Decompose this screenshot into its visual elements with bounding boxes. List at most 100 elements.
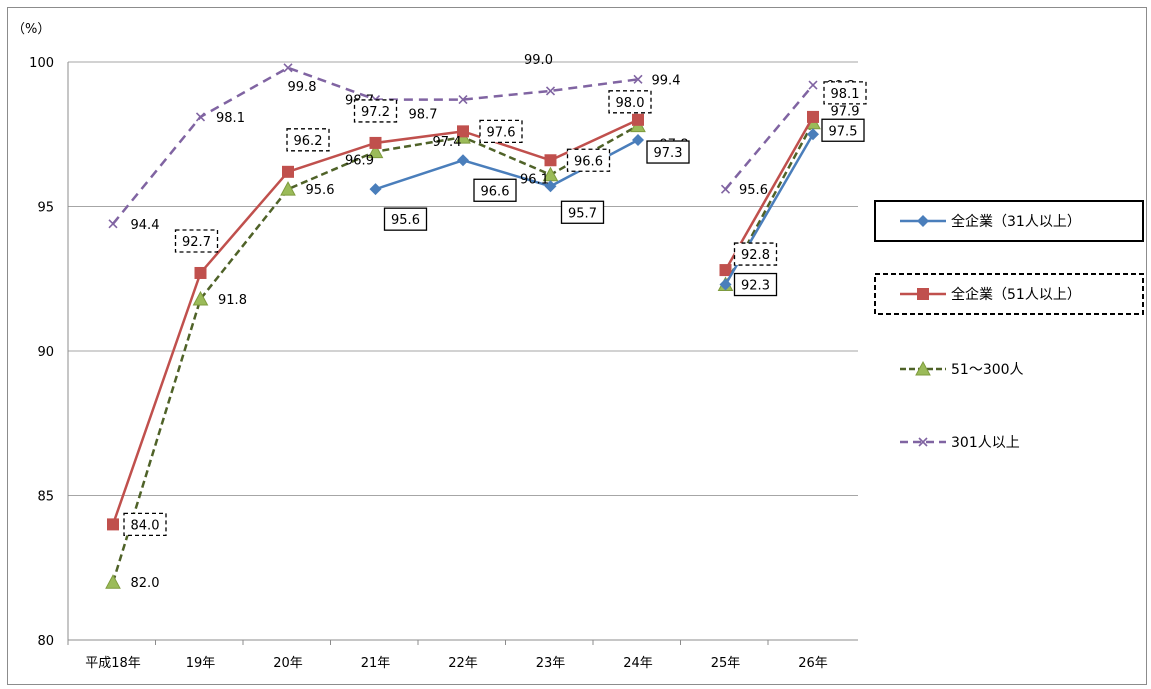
- data-label-box: [123, 512, 167, 537]
- data-label-text: 82.0: [131, 576, 160, 591]
- data-label-box: [383, 207, 428, 231]
- data-point: [719, 278, 732, 291]
- data-label-box: [566, 148, 611, 172]
- data-label-box: [174, 229, 219, 253]
- data-label-text: 98.1: [216, 111, 245, 126]
- data-label-box: [733, 242, 778, 266]
- data-label: 91.8: [218, 293, 247, 308]
- data-label-text: 95.6: [306, 183, 335, 198]
- data-label: 96.2: [286, 128, 330, 152]
- data-point: [917, 215, 929, 227]
- gridlines: [68, 61, 858, 496]
- legend-label: 全企業（51人以上）: [951, 286, 1081, 303]
- data-label: 92.3: [733, 272, 778, 297]
- data-label-text: 97.5: [829, 124, 858, 139]
- data-point: [457, 154, 469, 167]
- data-label: 99.8: [288, 80, 317, 95]
- x-tick-label: 24年: [623, 656, 653, 671]
- data-label-box: [560, 200, 605, 224]
- data-label: 95.6: [306, 183, 335, 198]
- data-point: [369, 136, 382, 149]
- data-label-box: [821, 118, 865, 142]
- data-label: 94.4: [131, 218, 160, 233]
- data-point: [808, 80, 818, 90]
- data-label: 99.4: [652, 73, 681, 88]
- data-label-text: 97.4: [433, 135, 462, 150]
- data-point: [369, 183, 382, 196]
- data-label-text: 97.9: [831, 105, 860, 120]
- data-point: [544, 154, 557, 167]
- data-label: 97.5: [821, 118, 865, 142]
- data-label: 82.0: [131, 576, 160, 591]
- series-line: [724, 122, 815, 286]
- data-point: [108, 219, 118, 229]
- data-point: [632, 134, 644, 147]
- data-label: 92.8: [733, 242, 778, 266]
- data-label-text: 92.3: [741, 279, 770, 294]
- data-point: [917, 288, 929, 300]
- data-label-text: 94.4: [131, 218, 160, 233]
- data-point: [545, 86, 556, 96]
- data-label-text: 99.8: [288, 80, 317, 95]
- data-point: [280, 181, 296, 196]
- data-label-text: 97.2: [361, 105, 390, 120]
- data-label-box: [473, 178, 517, 202]
- data-label-text: 95.6: [739, 183, 768, 198]
- y-tick-label: 85: [37, 490, 54, 505]
- data-point: [918, 437, 928, 447]
- data-point: [282, 165, 294, 178]
- data-label: 98.0: [608, 90, 652, 114]
- data-point: [105, 574, 121, 589]
- legend-item: 全企業（51人以上）: [874, 273, 1144, 315]
- data-point: [915, 360, 931, 376]
- data-label-text: 91.8: [218, 293, 247, 308]
- data-label-text: 95.7: [568, 206, 597, 221]
- data-label-text: 95.6: [391, 213, 420, 228]
- data-point: [458, 95, 468, 105]
- data-label: 95.7: [560, 200, 605, 224]
- data-label-box: [733, 272, 778, 297]
- data-label-text: 96.6: [574, 154, 603, 169]
- x-tick-label: 21年: [361, 656, 391, 671]
- data-label: 97.9: [831, 105, 860, 120]
- x-tick-label: 平成18年: [85, 656, 141, 671]
- data-point: [457, 125, 469, 138]
- data-label: 95.6: [383, 207, 428, 231]
- y-tick-label: 95: [37, 201, 54, 216]
- data-label: 98.1: [216, 111, 245, 126]
- data-label-text: 92.7: [182, 235, 211, 250]
- data-label-text: 96.9: [345, 154, 374, 169]
- data-point: [367, 143, 384, 159]
- data-point: [720, 184, 731, 194]
- data-label-text: 84.0: [131, 518, 160, 533]
- legend-item: 全企業（31人以上）: [874, 200, 1144, 242]
- data-label-text: 97.6: [487, 125, 516, 140]
- data-label: 98.7: [409, 108, 438, 123]
- legend-item: 301人以上: [900, 435, 1020, 451]
- x-tick-label: 23年: [536, 656, 566, 671]
- data-label-box: [646, 140, 690, 164]
- data-point: [283, 63, 293, 73]
- data-point: [719, 264, 732, 277]
- data-label-text: 98.7: [409, 108, 438, 123]
- x-tick-label: 22年: [448, 656, 478, 671]
- data-label-text: 96.2: [294, 134, 323, 149]
- data-label: 97.2: [353, 99, 398, 123]
- data-label-text: 98.0: [616, 96, 645, 111]
- x-tick-label: 20年: [273, 656, 303, 671]
- data-point: [195, 112, 206, 122]
- data-label: 95.6: [739, 183, 768, 198]
- y-tick-label: 90: [37, 345, 54, 360]
- legend-label: 全企業（31人以上）: [951, 213, 1081, 230]
- data-label-box: [479, 119, 523, 144]
- data-label-text: 99.4: [652, 73, 681, 88]
- data-label: 96.1: [520, 173, 549, 188]
- data-point: [807, 128, 819, 141]
- x-tick-label: 19年: [186, 656, 216, 671]
- data-label-box: [823, 81, 867, 105]
- x-tick-label: 26年: [798, 656, 828, 671]
- data-point: [544, 180, 557, 193]
- data-point: [632, 113, 644, 126]
- data-point: [807, 110, 819, 123]
